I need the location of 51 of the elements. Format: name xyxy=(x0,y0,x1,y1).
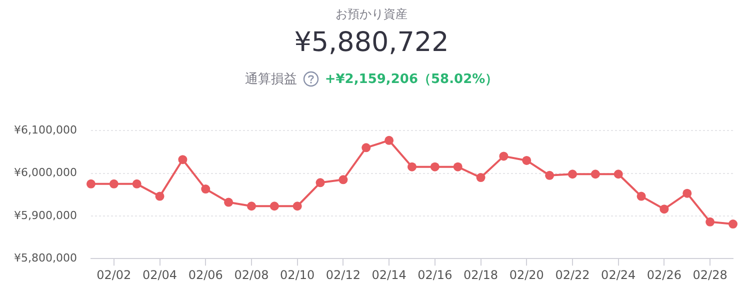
x-tick-label: 02/16 xyxy=(418,268,452,282)
point xyxy=(682,188,692,198)
point xyxy=(568,170,577,179)
point xyxy=(132,179,142,188)
text: +¥2,159,206（58.02%） xyxy=(324,71,498,88)
point xyxy=(362,143,371,152)
x-tick-label: 02/26 xyxy=(646,268,682,282)
text: 通算損益 xyxy=(244,71,297,88)
x-tick-label: 02/10 xyxy=(280,268,315,282)
point xyxy=(407,162,416,172)
y-tick-label: ¥5,800,000 xyxy=(14,251,77,264)
x-tick-label: 02/24 xyxy=(601,268,636,282)
point xyxy=(384,136,394,145)
point xyxy=(545,170,554,180)
x-tick-label: 02/02 xyxy=(96,268,132,282)
point xyxy=(155,192,164,201)
point xyxy=(728,220,738,229)
point xyxy=(292,202,302,211)
y-tick-label: ¥5,900,000 xyxy=(14,208,77,222)
point xyxy=(86,179,96,188)
point xyxy=(499,152,508,161)
point xyxy=(590,170,600,179)
x-tick-label: 02/04 xyxy=(142,268,178,282)
point xyxy=(476,173,486,182)
point xyxy=(316,178,325,188)
point xyxy=(706,217,715,226)
point xyxy=(660,204,669,214)
chart-subtitle: ¥5,880,722 xyxy=(293,26,450,60)
x-tick-label: 02/28 xyxy=(692,268,728,282)
point xyxy=(614,170,623,179)
point xyxy=(201,184,210,194)
point xyxy=(224,198,234,207)
point xyxy=(246,202,256,211)
x-tick-label: 02/12 xyxy=(326,268,360,282)
point xyxy=(430,162,440,172)
point xyxy=(636,192,646,201)
point xyxy=(270,202,279,211)
chart-title: お預かり資産 xyxy=(334,6,408,23)
point xyxy=(109,179,118,188)
point xyxy=(338,175,348,184)
y-tick-label: ¥6,000,000 xyxy=(14,166,77,180)
point xyxy=(178,155,188,164)
x-tick-label: 02/14 xyxy=(372,268,406,282)
x-tick-label: 02/08 xyxy=(234,268,269,282)
x-tick-label: 02/20 xyxy=(509,268,544,282)
x-tick-label: 02/22 xyxy=(555,268,590,282)
x-tick-label: 02/18 xyxy=(463,268,498,282)
point xyxy=(522,156,532,165)
x-tick-label: 02/06 xyxy=(188,268,223,282)
point xyxy=(453,162,462,172)
y-tick-label: ¥6,100,000 xyxy=(14,123,77,136)
